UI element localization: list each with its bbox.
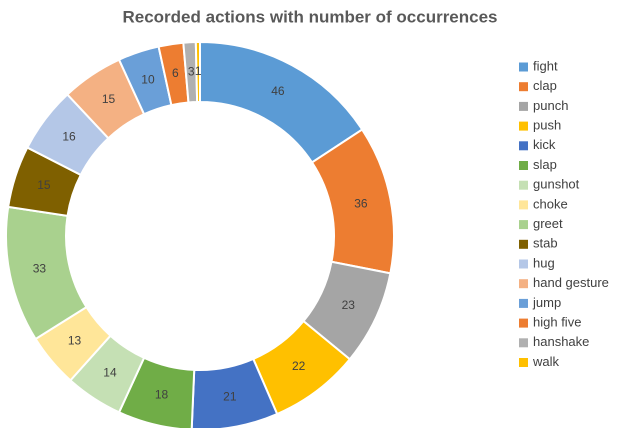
donut-segment: [194, 40, 201, 104]
data-label: 21: [223, 389, 237, 403]
legend-label: stab: [533, 236, 558, 251]
legend-label: gunshot: [533, 177, 580, 192]
legend-label: slap: [533, 157, 557, 172]
data-label: 6: [172, 66, 179, 80]
legend-label: greet: [533, 216, 563, 231]
data-label: 18: [155, 388, 169, 402]
legend-swatch: [519, 358, 528, 367]
data-label: 16: [62, 130, 76, 144]
data-label: 15: [102, 92, 116, 106]
legend-label: jump: [532, 295, 561, 310]
legend-swatch: [519, 298, 528, 308]
legend-label: punch: [533, 98, 568, 113]
data-label: 1: [195, 64, 202, 78]
legend-label: kick: [533, 137, 556, 152]
legend-swatch: [519, 220, 528, 230]
legend-label: hand gesture: [533, 275, 609, 290]
legend-label: hug: [533, 255, 555, 270]
data-label: 22: [292, 359, 306, 373]
data-label: 36: [354, 197, 368, 211]
legend-swatch: [519, 279, 528, 289]
data-label: 33: [33, 261, 47, 275]
data-label: 46: [271, 84, 285, 98]
chart-title: Recorded actions with number of occurren…: [122, 7, 497, 26]
legend-swatch: [519, 338, 528, 348]
legend-swatch: [519, 121, 528, 131]
legend-swatch: [519, 161, 528, 170]
legend-swatch: [519, 318, 528, 328]
legend-label: walk: [532, 354, 560, 369]
legend-swatch: [519, 101, 528, 111]
legend-label: hanshake: [533, 334, 589, 349]
data-label: 10: [141, 73, 155, 87]
data-label: 23: [342, 298, 356, 312]
legend-swatch: [519, 259, 528, 269]
legend-swatch: [519, 180, 528, 190]
data-label: 13: [68, 334, 82, 348]
legend-label: clap: [533, 78, 557, 93]
data-label: 15: [37, 178, 51, 192]
legend-swatch: [519, 200, 528, 210]
legend-swatch: [519, 82, 528, 92]
legend-label: choke: [533, 196, 568, 211]
legend-label: high five: [533, 315, 581, 330]
data-label: 14: [103, 365, 117, 379]
legend-swatch: [519, 239, 528, 249]
data-label: 3: [188, 64, 195, 78]
legend-label: push: [533, 118, 561, 133]
legend-label: fight: [533, 58, 558, 73]
legend-swatch: [519, 141, 528, 151]
legend-swatch: [519, 62, 528, 72]
